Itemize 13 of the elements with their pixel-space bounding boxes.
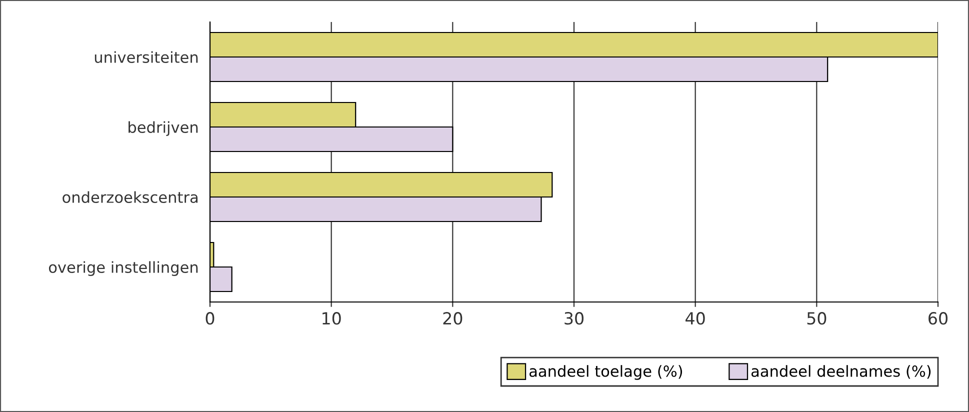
x-tick-label: 50 [807, 312, 826, 325]
y-tick-label: onderzoekscentra [62, 191, 198, 204]
legend-label: aandeel deelnames (%) [751, 365, 931, 379]
x-tick-label: 0 [206, 312, 214, 325]
y-tick-label: universiteiten [94, 51, 198, 64]
y-tick-label: bedrijven [128, 121, 198, 136]
x-tick-label: 30 [564, 312, 584, 325]
x-tick-label: 20 [443, 312, 462, 325]
x-tick-label: 10 [322, 312, 341, 325]
x-tick-label: 60 [928, 312, 948, 325]
y-tick-label: overige instellingen [48, 261, 198, 276]
legend-label: aandeel toelage (%) [530, 365, 682, 380]
x-tick-label: 40 [686, 312, 705, 325]
